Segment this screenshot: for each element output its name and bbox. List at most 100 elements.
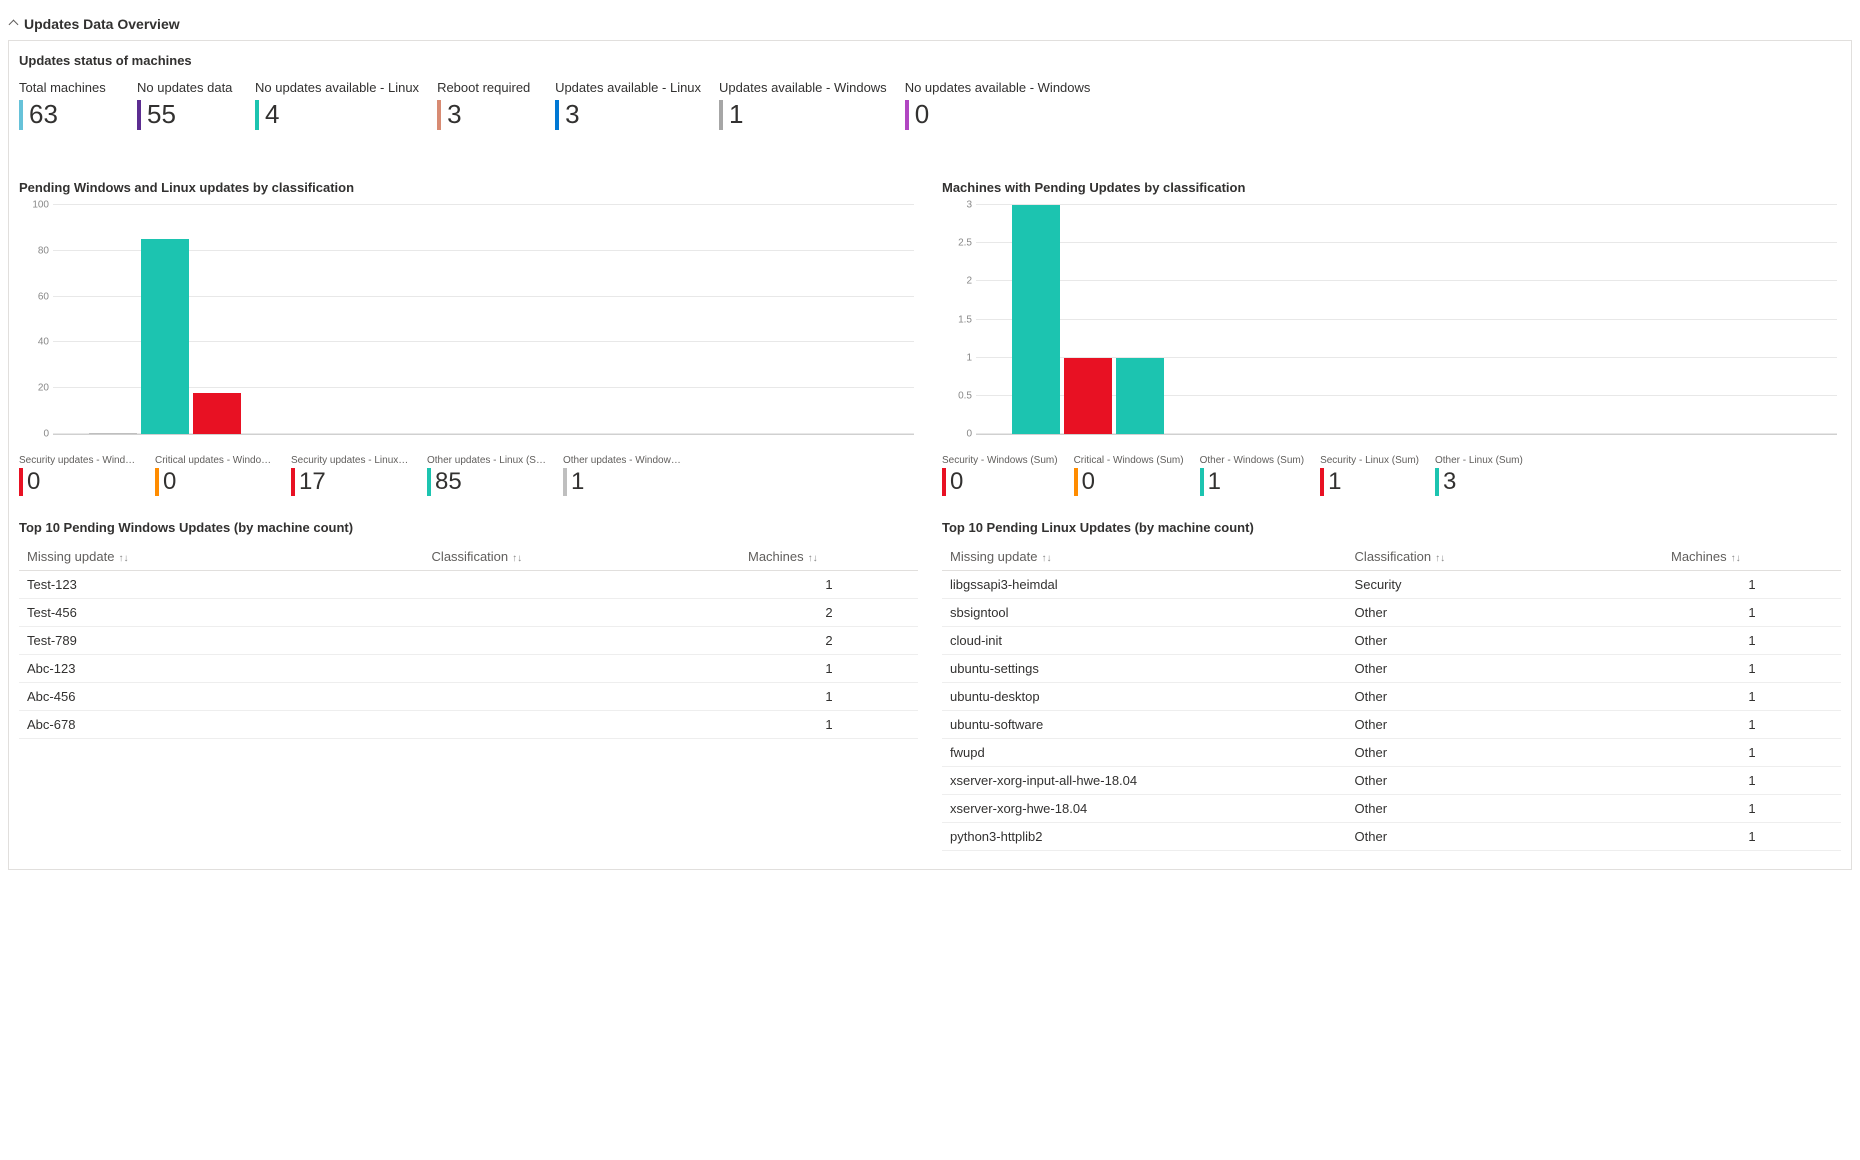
legend-accent-bar [291,468,295,496]
legend-item[interactable]: Other updates - Windows…1 [563,455,683,496]
chart-bar[interactable] [141,239,189,434]
table-row[interactable]: ubuntu-settingsOther1 [942,655,1841,683]
status-tiles-row: Total machines63No updates data55No upda… [19,80,1841,130]
table-row[interactable]: sbsigntoolOther1 [942,599,1841,627]
sort-icon: ↑↓ [1731,553,1741,564]
legend-label: Other - Windows (Sum) [1200,455,1304,466]
legend-item[interactable]: Security updates - Linux (… 17 [291,455,411,496]
cell-missing-update: xserver-xorg-input-all-hwe-18.04 [942,767,1347,795]
column-header[interactable]: Machines↑↓ [740,543,918,571]
table-row[interactable]: Abc-1231 [19,655,918,683]
legend-accent-bar [1320,468,1324,496]
legend-value: 17 [299,468,326,496]
table-row[interactable]: Test-1231 [19,571,918,599]
cell-machines: 1 [740,571,918,599]
legend-item[interactable]: Other updates - Linux (Sum)85 [427,455,547,496]
table-row[interactable]: ubuntu-softwareOther1 [942,711,1841,739]
legend-item[interactable]: Security - Linux (Sum)1 [1320,455,1419,496]
table-row[interactable]: Abc-678 1 [19,711,918,739]
cell-classification: Other [1347,711,1663,739]
column-header[interactable]: Missing update↑↓ [942,543,1347,571]
cell-classification: Other [1347,599,1663,627]
tile-accent-bar [719,100,723,130]
column-header[interactable]: Missing update↑↓ [19,543,424,571]
legend-value: 0 [1082,468,1095,496]
table-row[interactable]: fwupdOther1 [942,739,1841,767]
tile-value: 63 [29,99,58,130]
legend-item[interactable]: Security updates - Windo…0 [19,455,139,496]
tile-value: 1 [729,99,743,130]
legend-item[interactable]: Critical updates - Window…0 [155,455,275,496]
legend-item[interactable]: Security - Windows (Sum)0 [942,455,1058,496]
tile-accent-bar [555,100,559,130]
table-row[interactable]: xserver-xorg-hwe-18.04Other1 [942,795,1841,823]
y-axis-label: 80 [38,245,49,256]
cell-machines: 1 [1663,823,1841,851]
cell-classification: Security [1347,571,1663,599]
tile-label: Reboot required [437,80,537,95]
table-row[interactable]: python3-httplib2Other1 [942,823,1841,851]
cell-classification: Other [1347,683,1663,711]
table-row[interactable]: Abc-4561 [19,683,918,711]
legend-item[interactable]: Other - Windows (Sum)1 [1200,455,1304,496]
cell-classification [424,599,740,627]
table-row[interactable]: libgssapi3-heimdalSecurity1 [942,571,1841,599]
cell-machines: 1 [740,683,918,711]
y-axis-label: 0.5 [958,390,972,401]
table-row[interactable]: ubuntu-desktopOther1 [942,683,1841,711]
table-row[interactable]: Test-4562 [19,599,918,627]
cell-missing-update: Test-789 [19,627,424,655]
legend-label: Critical - Windows (Sum) [1074,455,1184,466]
cell-classification: Other [1347,627,1663,655]
status-tile[interactable]: No updates available - Linux4 [255,80,419,130]
chart-bar[interactable] [193,393,241,434]
chart-right: Machines with Pending Updates by classif… [942,180,1841,496]
tile-label: No updates data [137,80,237,95]
table-row[interactable]: Test-7892 [19,627,918,655]
status-tile[interactable]: Total machines63 [19,80,119,130]
legend-accent-bar [563,468,567,496]
cell-classification [424,571,740,599]
tile-value: 3 [447,99,461,130]
cell-machines: 1 [1663,739,1841,767]
cell-missing-update: Test-456 [19,599,424,627]
cell-missing-update: Abc-678 [19,711,424,739]
chart-bar[interactable] [1012,205,1060,434]
overview-panel: Updates status of machines Total machine… [8,40,1852,870]
chart-bar[interactable] [89,433,137,434]
tile-label: Updates available - Windows [719,80,887,95]
table-row[interactable]: xserver-xorg-input-all-hwe-18.04Other1 [942,767,1841,795]
status-tile[interactable]: Updates available - Linux3 [555,80,701,130]
status-tile[interactable]: Updates available - Windows 1 [719,80,887,130]
cell-classification: Other [1347,795,1663,823]
column-header[interactable]: Classification↑↓ [1347,543,1663,571]
cell-classification [424,655,740,683]
status-tile[interactable]: Reboot required 3 [437,80,537,130]
status-tile[interactable]: No updates available - Windows0 [905,80,1091,130]
cell-classification: Other [1347,823,1663,851]
y-axis-label: 100 [32,200,49,211]
y-axis-label: 2 [966,276,972,287]
legend-accent-bar [19,468,23,496]
legend-item[interactable]: Critical - Windows (Sum) 0 [1074,455,1184,496]
chevron-up-icon [8,19,18,29]
tile-value: 0 [915,99,929,130]
cell-machines: 1 [740,711,918,739]
cell-machines: 1 [1663,683,1841,711]
chart-bar[interactable] [1116,358,1164,434]
table-row[interactable]: cloud-initOther1 [942,627,1841,655]
status-tile[interactable]: No updates data55 [137,80,237,130]
column-header[interactable]: Classification↑↓ [424,543,740,571]
chart-bar[interactable] [1064,358,1112,434]
chart-right-legend: Security - Windows (Sum)0 Critical - Wind… [942,455,1841,496]
section-toggle[interactable]: Updates Data Overview [8,10,1852,40]
column-header[interactable]: Machines↑↓ [1663,543,1841,571]
legend-label: Security updates - Linux (… [291,455,411,466]
legend-value: 1 [1328,468,1341,496]
sort-icon: ↑↓ [1435,553,1445,564]
cell-classification [424,711,740,739]
legend-label: Other - Linux (Sum) [1435,455,1525,466]
table-linux: Top 10 Pending Linux Updates (by machine… [942,520,1841,851]
tile-accent-bar [137,100,141,130]
legend-item[interactable]: Other - Linux (Sum)3 [1435,455,1525,496]
